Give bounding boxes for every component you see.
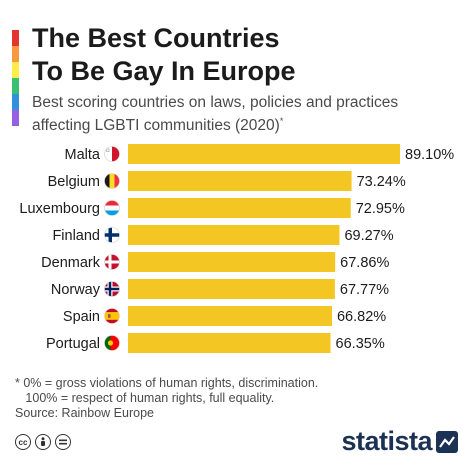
category-label: Malta	[65, 147, 101, 163]
rainbow-band	[12, 46, 19, 62]
footnote-line-2: 100% = respect of human rights, full equ…	[15, 391, 275, 405]
spain-flag-icon	[104, 308, 120, 324]
rainbow-band	[12, 110, 19, 126]
bar-chart: Malta 89.10% Belgium 73.24% Luxembourg 72.95%…	[19, 144, 454, 353]
bar	[128, 306, 332, 326]
bar	[128, 225, 340, 245]
subtitle-line-1: Best scoring countries on laws, policies…	[32, 94, 399, 111]
bar	[128, 144, 400, 164]
subtitle-line-2: affecting LGBTI communities (2020)*	[32, 112, 462, 135]
subtitle-footnote-mark: *	[279, 116, 284, 126]
category-label: Denmark	[41, 255, 101, 271]
value-label: 67.77%	[340, 282, 389, 298]
bar-row: Portugal 66.35%	[46, 333, 385, 353]
creative-commons-icon[interactable]: cc	[15, 434, 31, 450]
value-label: 73.24%	[357, 174, 406, 190]
rainbow-band	[12, 94, 19, 110]
bar-row: Malta 89.10%	[65, 144, 454, 164]
statista-mark-icon	[436, 430, 458, 453]
norway-flag-icon	[104, 281, 120, 297]
category-label: Portugal	[46, 336, 100, 352]
bar-row: Denmark 67.86%	[41, 252, 389, 272]
portugal-flag-icon	[104, 335, 120, 351]
belgium-flag-icon	[104, 173, 120, 189]
bar	[128, 279, 335, 299]
bar	[128, 333, 331, 353]
malta-flag-icon	[104, 146, 120, 162]
category-label: Norway	[51, 282, 101, 298]
value-label: 66.82%	[337, 309, 386, 325]
footnote-line-1: * 0% = gross violations of human rights,…	[15, 376, 319, 390]
statista-logo[interactable]: statista	[341, 426, 458, 457]
value-label: 67.86%	[340, 255, 389, 271]
chart-subtitle: Best scoring countries on laws, policies…	[32, 93, 462, 135]
rainbow-band	[12, 78, 19, 94]
bar-row: Finland 69.27%	[52, 225, 394, 245]
category-label: Belgium	[48, 174, 100, 190]
category-label: Luxembourg	[19, 201, 100, 217]
bar	[128, 252, 336, 272]
attribution-icon[interactable]	[35, 434, 51, 450]
denmark-flag-icon	[104, 254, 120, 270]
category-label: Spain	[63, 309, 100, 325]
bar-row: Belgium 73.24%	[48, 171, 406, 191]
license-icons: cc	[15, 434, 71, 450]
footnote: * 0% = gross violations of human rights,…	[15, 376, 435, 421]
bar-row: Norway 67.77%	[51, 279, 389, 299]
source-note: Source: Rainbow Europe	[15, 406, 154, 420]
value-label: 69.27%	[344, 228, 393, 244]
bar-row: Spain 66.82%	[63, 306, 386, 326]
brand-name: statista	[341, 426, 432, 456]
rainbow-stripe	[12, 30, 19, 126]
value-label: 66.35%	[336, 336, 385, 352]
title-line-2: To Be Gay In Europe	[32, 56, 296, 86]
value-label: 72.95%	[356, 201, 405, 217]
category-label: Finland	[52, 228, 100, 244]
rainbow-band	[12, 30, 19, 46]
chart-title: The Best Countries To Be Gay In Europe	[32, 22, 462, 88]
bar	[128, 171, 352, 191]
title-line-1: The Best Countries	[32, 23, 280, 53]
luxembourg-flag-icon	[104, 200, 120, 216]
bar	[128, 198, 351, 218]
finland-flag-icon	[104, 227, 120, 243]
bar-row: Luxembourg 72.95%	[19, 198, 405, 218]
value-label: 89.10%	[405, 147, 454, 163]
no-derivatives-icon[interactable]	[55, 434, 71, 450]
rainbow-band	[12, 62, 19, 78]
subtitle-line-2-text: affecting LGBTI communities (2020)	[32, 117, 280, 135]
